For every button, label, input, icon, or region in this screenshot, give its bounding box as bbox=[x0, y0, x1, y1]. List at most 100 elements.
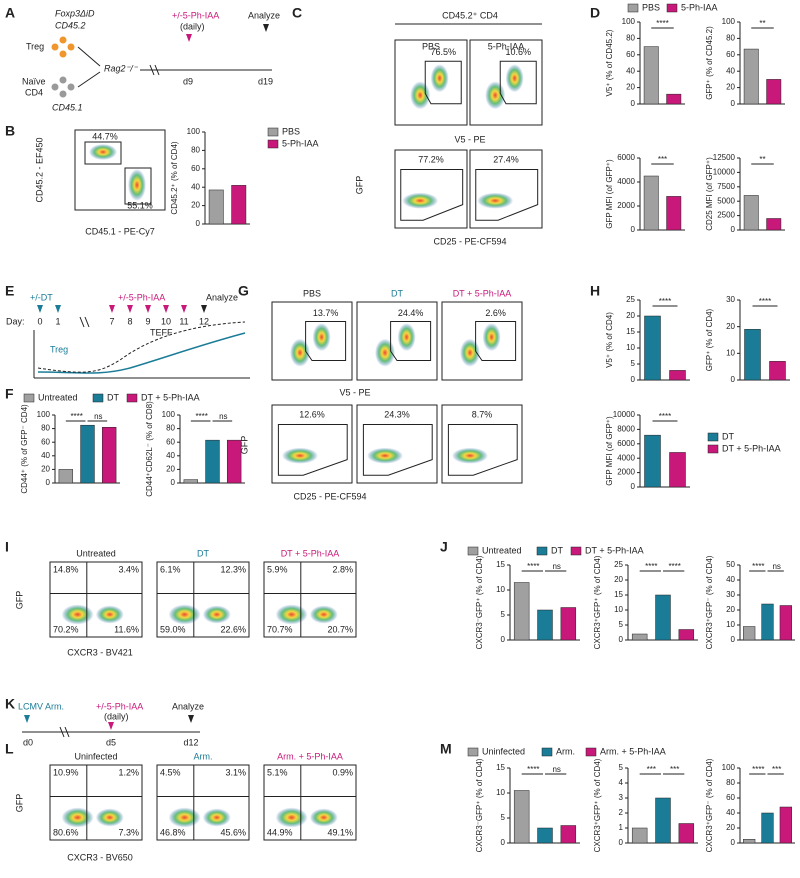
day-label: d12 bbox=[183, 737, 198, 747]
arrow bbox=[77, 46, 101, 88]
y-axis-label: CXCR3⁻GFP⁺ (% of CD4) bbox=[475, 555, 484, 649]
break bbox=[149, 64, 160, 76]
density bbox=[482, 323, 501, 352]
bar bbox=[769, 361, 786, 381]
density bbox=[309, 605, 338, 624]
day-label: 0 bbox=[37, 316, 42, 326]
bar bbox=[666, 196, 682, 231]
panel-label: B bbox=[5, 123, 15, 139]
y-tick-label: 20 bbox=[614, 575, 623, 584]
flow-plot bbox=[394, 149, 468, 229]
y-tick-label: 0 bbox=[171, 478, 176, 487]
gate-percent: 5.1% bbox=[267, 767, 288, 777]
legend-label: DT bbox=[722, 431, 734, 441]
gate-percent: 27.4% bbox=[493, 155, 519, 165]
legend-swatch bbox=[570, 546, 582, 556]
panel-label: L bbox=[5, 741, 14, 757]
significance-label: *** bbox=[658, 155, 667, 164]
y-tick-label: 100 bbox=[722, 17, 736, 26]
marker bbox=[186, 34, 192, 42]
panel-label: I bbox=[5, 539, 9, 555]
legend-swatch bbox=[627, 3, 639, 13]
density bbox=[430, 64, 449, 93]
label: CD45.1 bbox=[52, 102, 83, 112]
y-axis-label: GFP⁺ (% of CD45.2) bbox=[705, 26, 714, 100]
legend-label: Arm. + 5-Ph-IAA bbox=[600, 746, 666, 756]
y-tick-label: 80 bbox=[626, 34, 635, 43]
cell bbox=[59, 90, 67, 98]
y-axis-label: CXCR3⁻GFP⁺ (% of CD4) bbox=[475, 758, 484, 852]
y-tick-label: 0 bbox=[631, 99, 636, 108]
flow-plot bbox=[156, 764, 250, 841]
y-tick-label: 25 bbox=[614, 560, 623, 569]
cell bbox=[59, 50, 67, 58]
gate bbox=[362, 424, 433, 476]
cell bbox=[59, 76, 67, 84]
y-tick-label: 25 bbox=[626, 295, 635, 304]
x-axis-label: V5 - PE bbox=[454, 134, 485, 144]
y-tick-label: 20 bbox=[726, 605, 735, 614]
y-tick-label: 7500 bbox=[717, 182, 735, 191]
label: CD45.2 bbox=[55, 20, 86, 30]
gate-percent: 3.1% bbox=[225, 767, 246, 777]
density bbox=[312, 323, 331, 352]
panel-label: D bbox=[590, 5, 600, 21]
day-label: 10 bbox=[161, 316, 171, 326]
legend-label: 5-Ph-IAA bbox=[681, 2, 718, 12]
panel-label: F bbox=[5, 386, 14, 402]
significance-label: **** bbox=[527, 765, 539, 774]
y-tick-label: 4000 bbox=[617, 177, 635, 186]
y-tick-label: 20 bbox=[626, 83, 635, 92]
y-tick-label: 0 bbox=[46, 478, 51, 487]
y-tick-label: 6000 bbox=[617, 153, 635, 162]
bar bbox=[537, 827, 553, 844]
significance-label: **** bbox=[752, 562, 764, 571]
significance-label: **** bbox=[645, 562, 657, 571]
treg-curve bbox=[37, 332, 246, 374]
legend-label: PBS bbox=[642, 2, 660, 12]
y-tick-label: 15 bbox=[626, 327, 635, 336]
bar bbox=[669, 452, 686, 488]
density bbox=[309, 808, 338, 827]
significance-label: **** bbox=[752, 765, 764, 774]
gate bbox=[475, 321, 517, 361]
significance-label: **** bbox=[659, 297, 671, 306]
significance-label: *** bbox=[647, 765, 656, 774]
flow-header: DT + 5-Ph-IAA bbox=[281, 548, 340, 558]
density bbox=[460, 338, 480, 367]
y-tick-label: 5 bbox=[501, 813, 506, 822]
gate bbox=[390, 321, 432, 361]
label: +/-5-Ph-IAA bbox=[96, 701, 143, 711]
y-tick-label: 60 bbox=[726, 793, 735, 802]
x-axis-label: CD45.1 - PE-Cy7 bbox=[85, 226, 155, 236]
y-tick-label: 1 bbox=[619, 823, 624, 832]
bar bbox=[101, 426, 117, 484]
y-tick-label: 0 bbox=[631, 482, 636, 491]
x-axis-label: CD25 - PE-CF594 bbox=[293, 491, 366, 501]
y-tick-label: 15 bbox=[496, 560, 505, 569]
x-axis-label: CXCR3 - BV650 bbox=[67, 852, 133, 862]
gate bbox=[124, 167, 152, 205]
y-tick-label: 5 bbox=[501, 610, 506, 619]
legend-swatch bbox=[707, 444, 719, 454]
y-tick-label: 0 bbox=[731, 375, 736, 384]
y-tick-label: 0 bbox=[731, 99, 736, 108]
legend-label: DT bbox=[551, 545, 563, 555]
label: TEFF bbox=[150, 327, 173, 337]
density bbox=[61, 604, 94, 625]
panel-label: A bbox=[5, 5, 15, 21]
y-tick-label: 20 bbox=[166, 465, 175, 474]
density bbox=[168, 604, 201, 625]
flow-plot bbox=[356, 404, 438, 484]
gate-percent: 45.6% bbox=[220, 827, 246, 837]
y-tick-label: 10 bbox=[496, 585, 505, 594]
gate bbox=[475, 169, 539, 221]
y-tick-label: 60 bbox=[166, 437, 175, 446]
panel-label: G bbox=[238, 283, 249, 299]
significance-label: **** bbox=[668, 562, 680, 571]
y-axis-label: CD44⁺CD62L⁻ (% of CD8) bbox=[145, 401, 154, 497]
legend-swatch bbox=[467, 546, 479, 556]
bar bbox=[58, 469, 74, 484]
label: Analyze bbox=[206, 292, 238, 302]
